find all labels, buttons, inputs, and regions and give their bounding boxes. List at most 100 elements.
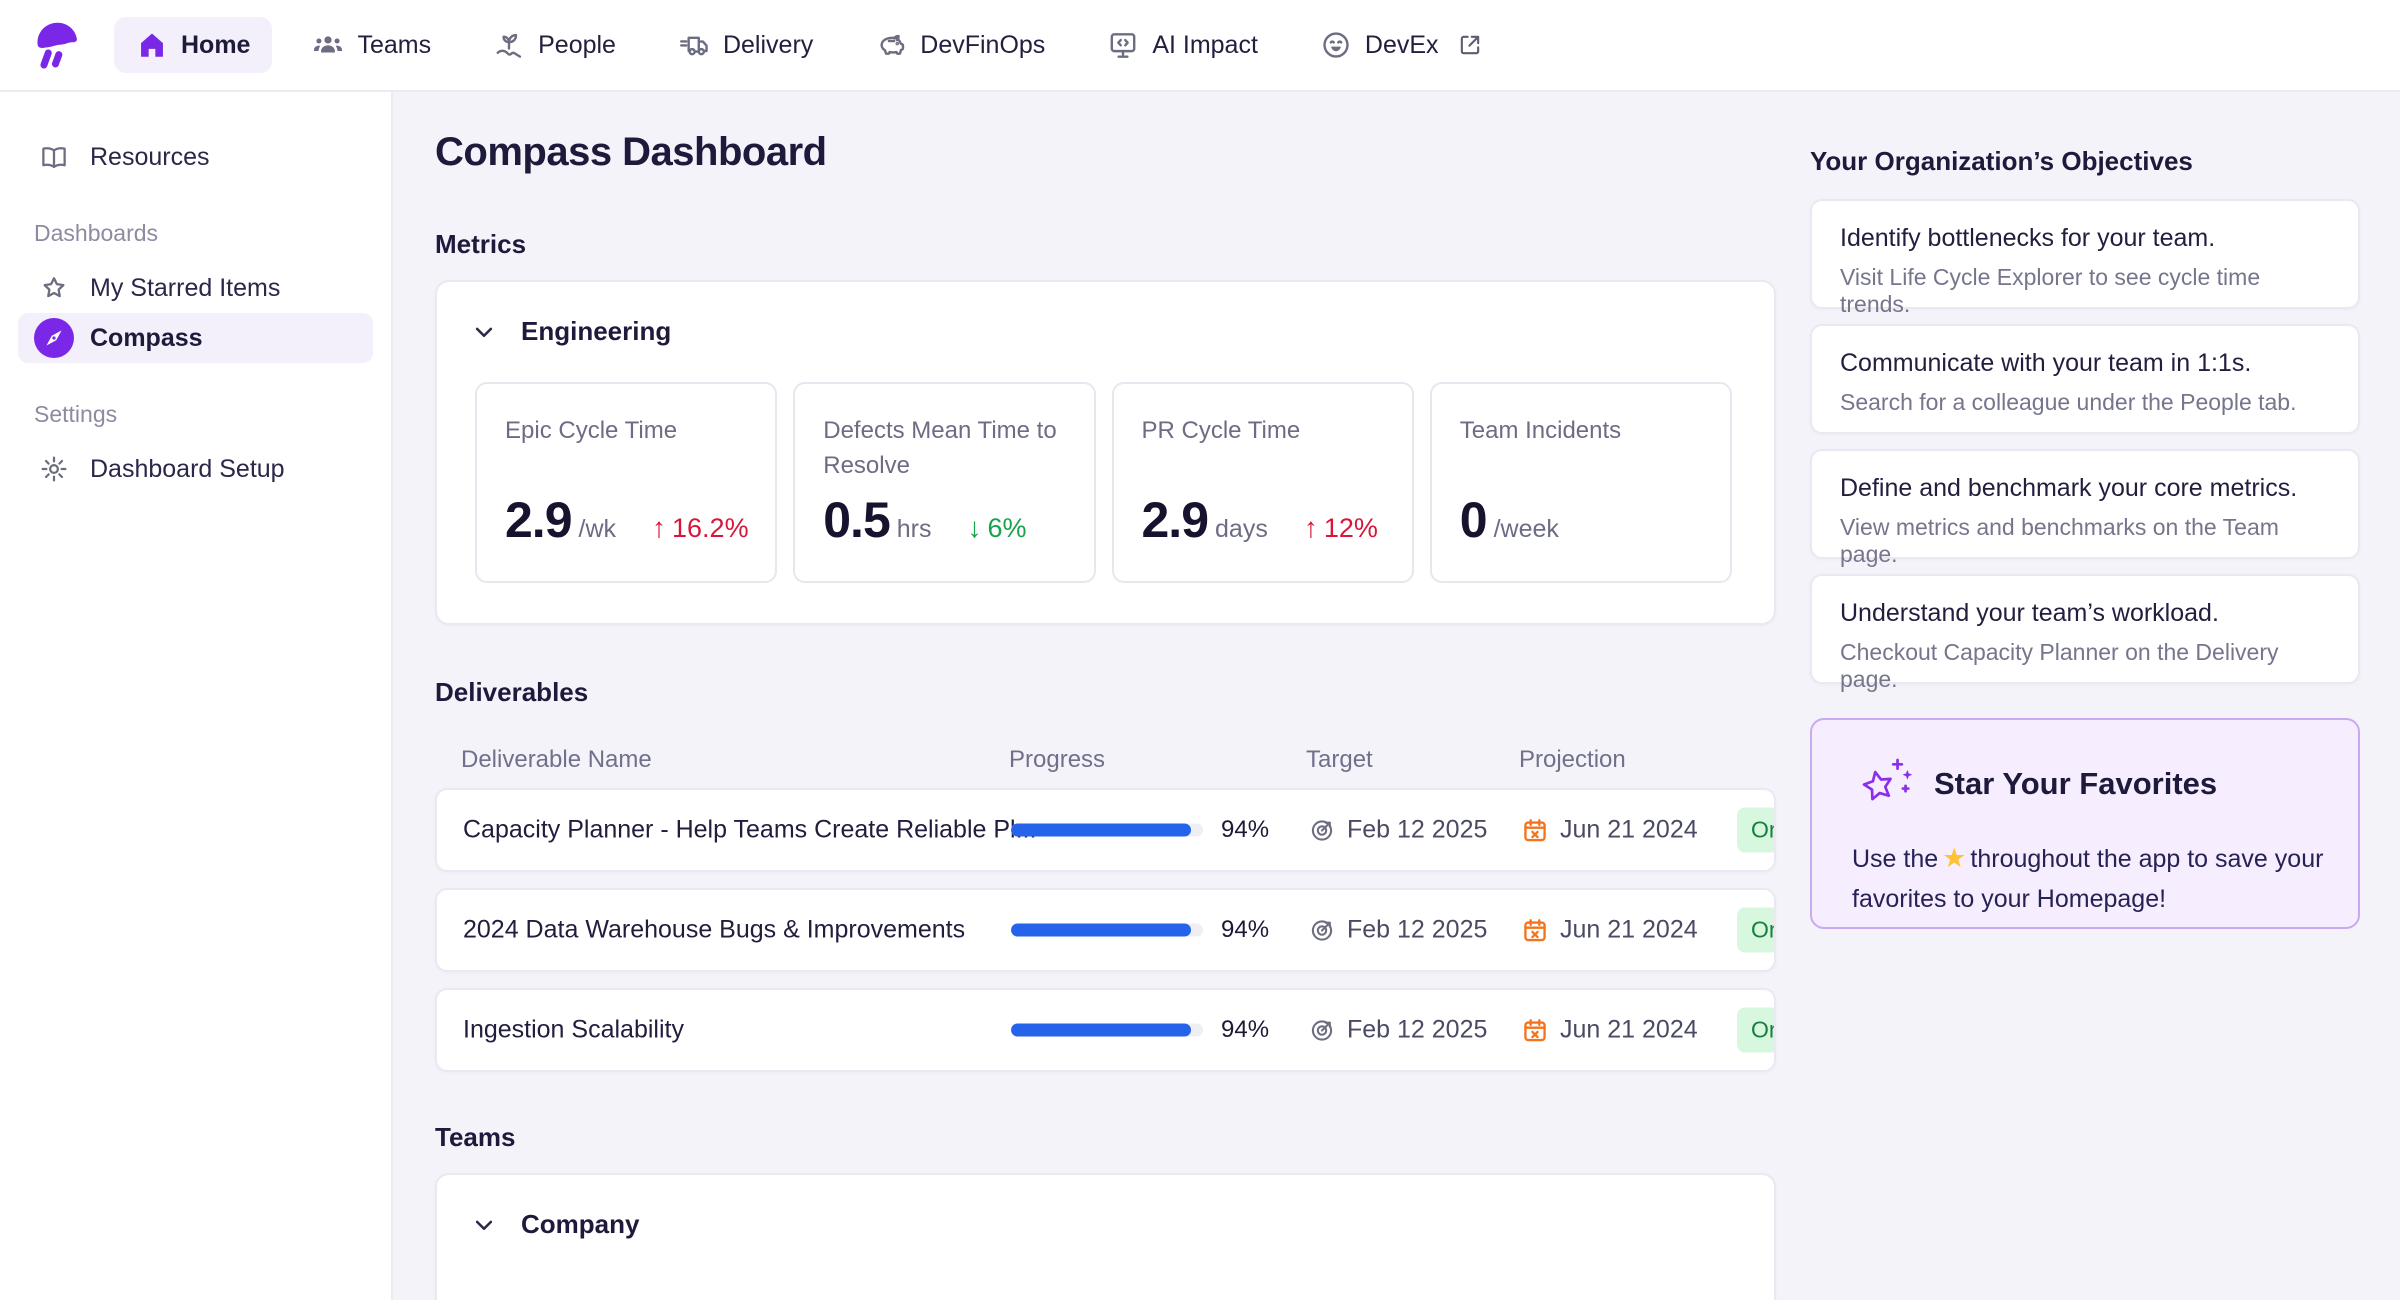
teams-panel: Company [435, 1173, 1776, 1300]
nav-items: Home Teams [114, 17, 1506, 73]
sidebar-section-dashboards: Dashboards [34, 220, 373, 247]
star-favorites-title: Star Your Favorites [1934, 766, 2217, 802]
chevron-down-icon[interactable] [469, 1210, 499, 1240]
teams-group-header: Company [437, 1175, 1774, 1240]
deliverable-row[interactable]: Capacity Planner - Help Teams Create Rel… [435, 788, 1776, 872]
objective-subtitle: Search for a colleague under the People … [1840, 389, 2330, 416]
metric-value-row: 0.5 hrs ↓6% [823, 491, 1026, 549]
progress-percent: 94% [1221, 816, 1269, 844]
deliverables-table-header: Deliverable Name Progress Target Project… [435, 746, 1776, 776]
nav-item-home[interactable]: Home [114, 17, 272, 73]
target-date: Feb 12 2025 [1347, 1016, 1487, 1045]
star-favorites-body: Use the★throughout the app to save your … [1852, 838, 2324, 919]
sidebar-item-label: Compass [90, 324, 203, 353]
progress-bar-fill [1011, 824, 1191, 837]
sidebar-item-label: Dashboard Setup [90, 455, 285, 484]
sidebar-item-my-starred-items[interactable]: My Starred Items [18, 263, 373, 313]
metric-delta: ↑12% [1304, 512, 1378, 544]
deliverable-row[interactable]: 2024 Data Warehouse Bugs & Improvements … [435, 888, 1776, 972]
arrow-down-icon: ↓ [968, 512, 982, 543]
main-column: Compass Dashboard Metrics Engineering Ep… [435, 92, 1776, 1300]
status-badge: On Track [1737, 808, 1776, 853]
progress-percent: 94% [1221, 1016, 1269, 1044]
sidebar-section-settings: Settings [34, 401, 373, 428]
sidebar-item-dashboard-setup[interactable]: Dashboard Setup [18, 444, 373, 494]
starfish-sparkle-icon [1852, 752, 1916, 816]
progress-bar [1011, 924, 1203, 937]
metric-label: Epic Cycle Time [505, 414, 747, 449]
target-icon [1308, 1016, 1336, 1044]
metric-label: PR Cycle Time [1142, 414, 1384, 449]
star-favorites-header: Star Your Favorites [1852, 752, 2318, 816]
arrow-up-icon: ↑ [652, 512, 666, 543]
calendar-x-icon [1521, 1016, 1549, 1044]
nav-item-delivery[interactable]: Delivery [656, 17, 835, 73]
deliverable-name: Capacity Planner - Help Teams Create Rel… [463, 816, 1036, 845]
metric-card-epic-cycle-time[interactable]: Epic Cycle Time 2.9 /wk ↑16.2% [475, 382, 777, 583]
objectives-heading: Your Organization’s Objectives [1810, 146, 2360, 177]
nav-item-label: People [538, 31, 616, 60]
column-header-progress: Progress [1009, 746, 1105, 774]
target-cell: Feb 12 2025 [1308, 916, 1487, 945]
chevron-down-icon[interactable] [469, 317, 499, 347]
progress-bar [1011, 824, 1203, 837]
calendar-x-icon [1521, 816, 1549, 844]
calendar-x-icon [1521, 916, 1549, 944]
nav-item-devfinops[interactable]: DevFinOps [853, 17, 1067, 73]
nav-item-label: DevEx [1365, 31, 1439, 60]
status-badge: On Track [1737, 1008, 1776, 1053]
objective-subtitle: Visit Life Cycle Explorer to see cycle t… [1840, 264, 2330, 318]
objective-title: Understand your team’s workload. [1840, 599, 2330, 628]
nav-item-ai-impact[interactable]: AI Impact [1085, 17, 1280, 73]
objective-subtitle: View metrics and benchmarks on the Team … [1840, 514, 2330, 568]
metric-unit: days [1215, 515, 1268, 544]
metric-delta-value: 16.2% [672, 513, 749, 543]
objective-title: Communicate with your team in 1:1s. [1840, 349, 2330, 378]
metrics-panel: Engineering Epic Cycle Time 2.9 /wk ↑16.… [435, 280, 1776, 625]
sprout-hand-icon [493, 29, 525, 61]
monitor-code-icon [1107, 29, 1139, 61]
target-cell: Feb 12 2025 [1308, 816, 1487, 845]
sidebar-item-compass[interactable]: Compass [18, 313, 373, 363]
metric-value-row: 2.9 /wk ↑16.2% [505, 491, 749, 549]
sidebar-item-label: My Starred Items [90, 274, 280, 303]
deliverable-row[interactable]: Ingestion Scalability 94% Feb 12 2025 Ju… [435, 988, 1776, 1072]
metric-delta: ↑16.2% [652, 512, 749, 544]
objective-card[interactable]: Communicate with your team in 1:1s. Sear… [1810, 324, 2360, 434]
nav-item-devex[interactable]: DevEx [1298, 17, 1506, 73]
column-header-projection: Projection [1519, 746, 1626, 774]
piggy-bank-icon [875, 29, 907, 61]
metric-unit: /wk [579, 515, 617, 544]
smiley-icon [1320, 29, 1352, 61]
metric-value-row: 0 /week [1460, 491, 1559, 549]
sidebar-item-resources[interactable]: Resources [18, 132, 373, 182]
progress-percent: 94% [1221, 916, 1269, 944]
metric-delta-value: 12% [1324, 513, 1378, 543]
jellyfish-logo-icon[interactable] [28, 15, 84, 75]
star-favorites-text: Use the [1852, 845, 1938, 873]
nav-item-people[interactable]: People [471, 17, 638, 73]
objective-card[interactable]: Understand your team’s workload. Checkou… [1810, 574, 2360, 684]
deliverable-name: 2024 Data Warehouse Bugs & Improvements [463, 916, 965, 945]
metric-delta: ↓6% [968, 512, 1027, 544]
arrow-up-icon: ↑ [1304, 512, 1318, 543]
objective-card[interactable]: Identify bottlenecks for your team. Visi… [1810, 199, 2360, 309]
metric-value: 0.5 [823, 491, 890, 549]
objective-card[interactable]: Define and benchmark your core metrics. … [1810, 449, 2360, 559]
nav-item-label: AI Impact [1152, 31, 1258, 60]
metric-card-team-incidents[interactable]: Team Incidents 0 /week [1430, 382, 1732, 583]
target-date: Feb 12 2025 [1347, 916, 1487, 945]
metric-value: 0 [1460, 491, 1487, 549]
metric-value: 2.9 [1142, 491, 1209, 549]
gear-icon [34, 449, 74, 489]
deliverable-name: Ingestion Scalability [463, 1016, 684, 1045]
metrics-group-label: Engineering [521, 316, 671, 347]
metric-label: Defects Mean Time to Resolve [823, 414, 1065, 484]
nav-item-teams[interactable]: Teams [290, 17, 453, 73]
right-rail: Your Organization’s Objectives Identify … [1810, 92, 2360, 929]
projection-date: Jun 21 2024 [1560, 916, 1698, 945]
target-icon [1308, 916, 1336, 944]
metric-unit: /week [1494, 515, 1559, 544]
metric-card-defects-mttr[interactable]: Defects Mean Time to Resolve 0.5 hrs ↓6% [793, 382, 1095, 583]
metric-card-pr-cycle-time[interactable]: PR Cycle Time 2.9 days ↑12% [1112, 382, 1414, 583]
